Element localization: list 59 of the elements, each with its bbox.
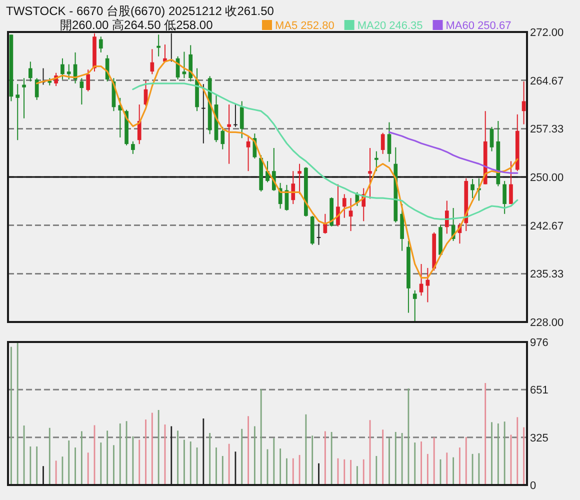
candlestick (374, 150, 378, 172)
candlestick (80, 78, 84, 105)
candlestick (66, 64, 71, 80)
candlestick (426, 267, 430, 303)
candlestick (60, 58, 64, 80)
candlestick (387, 122, 392, 162)
line-series (36, 58, 518, 279)
chart-subtitle: 開260.00 高264.50 低258.00 (60, 18, 214, 32)
candlestick (316, 223, 321, 246)
legend-label: MA5 252.80 (275, 20, 334, 32)
candlestick (188, 44, 193, 82)
y-tick-label: 228.00 (530, 317, 564, 329)
candlestick (156, 34, 160, 57)
y-tick-label: 325 (530, 432, 548, 444)
candlestick (298, 163, 302, 195)
candlestick (412, 290, 417, 322)
candlestick (380, 132, 385, 154)
candlestick (419, 264, 424, 296)
candlestick (348, 198, 353, 232)
candlestick (240, 100, 244, 139)
legend-label: MA60 250.67 (446, 20, 512, 32)
y-tick-label: 976 (530, 337, 548, 349)
candlestick (291, 170, 296, 205)
candlestick (28, 61, 32, 82)
candlestick (246, 136, 250, 172)
candlestick (131, 140, 135, 154)
candlestick (266, 160, 270, 183)
candlestick (323, 213, 328, 234)
candlestick (220, 126, 225, 150)
chart-title: TWSTOCK - 6670 台股(6670) 20251212 收261.50 (6, 4, 274, 18)
candlestick (368, 148, 372, 200)
candlestick (227, 104, 231, 164)
candlestick (509, 160, 513, 205)
candlestick (342, 194, 346, 218)
candlestick (470, 178, 474, 199)
y-tick-label: 257.33 (530, 124, 564, 136)
y-tick-label: 264.67 (530, 75, 564, 88)
y-tick-label: 651 (530, 384, 548, 397)
candlestick (502, 180, 506, 214)
candlestick (150, 48, 154, 75)
candlestick (202, 84, 206, 144)
candlestick (444, 200, 449, 234)
candlestick (34, 78, 39, 100)
candlestick (137, 104, 142, 145)
y-tick-label: 0 (530, 480, 536, 492)
line-series (388, 131, 518, 174)
candlestick (86, 69, 90, 92)
candlestick (16, 84, 20, 141)
legend-label: MA20 246.35 (357, 20, 423, 32)
candlestick (336, 184, 340, 227)
y-tick-label: 235.33 (530, 268, 564, 281)
candlestick (234, 104, 238, 128)
y-tick-label: 242.67 (530, 220, 564, 232)
candlestick (490, 126, 494, 152)
candlestick (98, 36, 103, 53)
candlestick (22, 78, 26, 119)
y-tick-label: 250.00 (530, 172, 564, 184)
candlestick (522, 80, 526, 125)
y-tick-label: 272.00 (530, 27, 564, 39)
